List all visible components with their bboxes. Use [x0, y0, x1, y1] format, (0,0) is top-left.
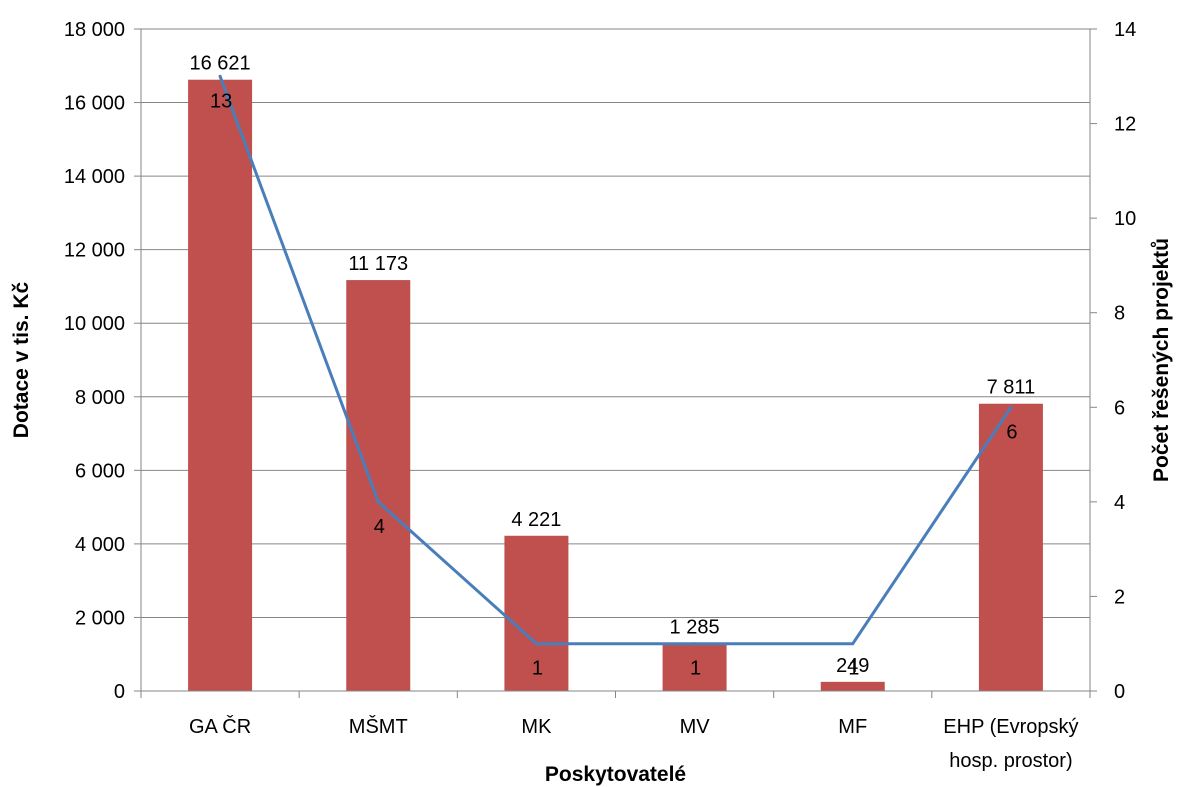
line-point [693, 642, 697, 646]
line-path [218, 75, 1013, 646]
y2-tick-label: 6 [1114, 397, 1125, 419]
line-point [534, 642, 538, 646]
bar-value-label: 4 221 [511, 509, 561, 531]
tick-labels: 0 2 000 4 000 6 000 8 000 10 000 12 000 14 000 1… [64, 19, 1136, 772]
y-tick-label: 12 000 [64, 240, 125, 262]
bar-value-label: 7 811 [987, 377, 1036, 399]
x-tick-label: MV [680, 716, 711, 738]
line-value-label: 6 [1006, 421, 1017, 443]
x-tick-label: MK [521, 716, 552, 738]
bar [820, 681, 885, 691]
y2-tick-label: 4 [1114, 492, 1125, 514]
y2-tick-label: 0 [1114, 681, 1125, 703]
line-value-label: 13 [210, 90, 232, 112]
y-tick-label: 14 000 [64, 166, 125, 188]
bar-series [188, 79, 1043, 691]
y-tick-label: 4 000 [75, 534, 125, 556]
x-tick-label: EHP (Evropský [943, 716, 1078, 738]
y2-tick-label: 2 [1114, 586, 1125, 608]
line-value-label: 1 [848, 658, 859, 680]
line-series [218, 74, 1013, 646]
y-axis-title: Dotace v tis. Kč [10, 281, 33, 438]
y2-tick-label: 14 [1114, 19, 1136, 41]
y2-axis-title: Počet řešených projektů [1150, 238, 1173, 482]
y-tick-label: 10 000 [64, 313, 125, 335]
bar [504, 535, 569, 691]
bar-value-label: 249 [836, 655, 869, 677]
bar-value-label: 11 173 [348, 253, 408, 275]
bar [662, 643, 727, 691]
data-labels: 16 621 11 173 4 221 1 285 249 7 811 13 4 1 1 1 6 [189, 53, 1035, 680]
line-point [851, 642, 855, 646]
y-tick-label: 2 000 [75, 607, 125, 629]
line-value-label: 1 [532, 658, 543, 680]
bar-value-label: 1 285 [670, 617, 720, 639]
axes [140, 29, 1091, 692]
y-tick-label: 16 000 [64, 93, 125, 115]
bar [188, 79, 253, 691]
y-tick-label: 8 000 [75, 387, 125, 409]
x-tick-label: MŠMT [349, 715, 408, 738]
bar [346, 280, 411, 691]
y-tick-label: 18 000 [64, 19, 125, 41]
line-point [1009, 405, 1013, 409]
bar-value-label: 16 621 [189, 53, 250, 75]
line-point [218, 74, 222, 78]
y-tick-label: 6 000 [75, 460, 125, 482]
gridlines [141, 28, 1090, 618]
y2-tick-label: 8 [1114, 303, 1125, 325]
x-tick-label: hosp. prostor) [949, 750, 1072, 772]
line-value-label: 4 [374, 516, 385, 538]
y2-tick-label: 12 [1114, 114, 1136, 136]
line-value-label: 1 [690, 658, 701, 680]
bar [978, 403, 1043, 691]
x-tick-label: GA ČR [189, 715, 251, 738]
y-tick-label: 0 [114, 681, 125, 703]
y2-tick-label: 10 [1114, 208, 1136, 230]
line-point [376, 500, 380, 504]
x-tick-label: MF [838, 716, 867, 738]
x-axis-title: Poskytovatelé [545, 763, 686, 786]
